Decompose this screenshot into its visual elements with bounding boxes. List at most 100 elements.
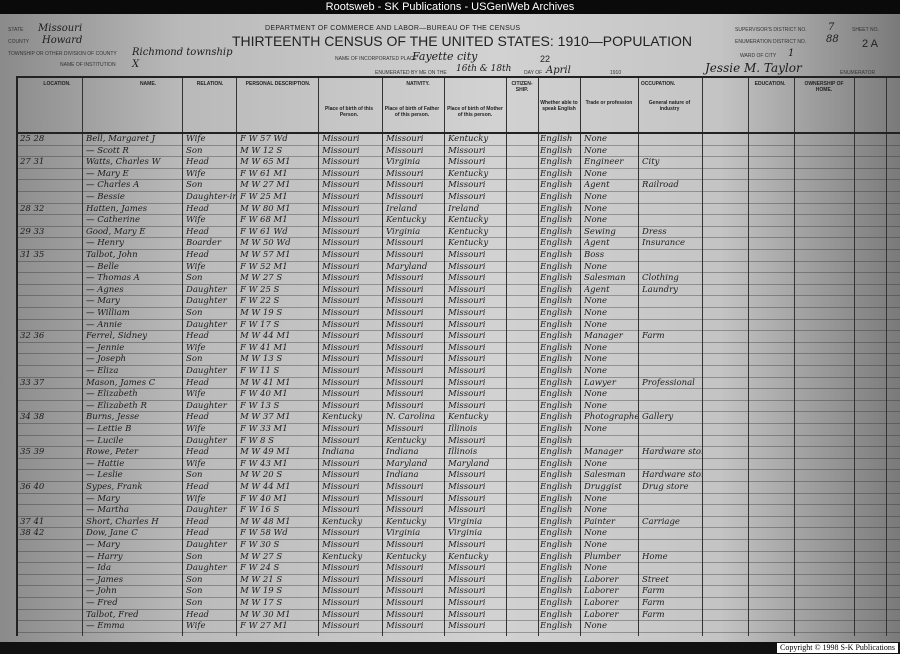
language: English xyxy=(540,308,573,318)
personal-description: M W 12 S xyxy=(240,145,283,156)
person-name: Dow, Jane C xyxy=(86,528,138,539)
relation: Son xyxy=(186,470,203,481)
industry: Gallery xyxy=(642,412,674,423)
birthplace-father: Missouri xyxy=(386,377,424,388)
header-nativity-mother: Place of birth of Mother of this person. xyxy=(447,106,503,118)
birthplace-person: Missouri xyxy=(322,331,360,342)
birthplace-mother: Missouri xyxy=(448,308,486,318)
occupation: None xyxy=(584,308,608,318)
birthplace-father: Indiana xyxy=(386,470,419,481)
column-divider xyxy=(444,78,445,636)
enumerated-days: 16th & 18th xyxy=(456,64,512,74)
table-row: 25 28 Bell, Margaret J Wife F W 57 Wd Missou… xyxy=(18,134,900,146)
industry xyxy=(642,250,702,262)
language: English xyxy=(540,424,573,434)
relation: Wife xyxy=(186,389,206,400)
language: English xyxy=(540,563,573,574)
personal-description: F W 40 M1 xyxy=(240,493,288,504)
relation: Wife xyxy=(186,493,206,504)
language: English xyxy=(540,528,573,539)
occupation: None xyxy=(584,563,608,574)
occupation: Agent xyxy=(584,238,610,249)
birthplace-person: Kentucky xyxy=(322,516,363,527)
window-title: Rootsweb - SK Publications - USGenWeb Ar… xyxy=(0,0,900,14)
birthplace-mother: Missouri xyxy=(448,319,486,330)
header-personal: PERSONAL DESCRIPTION. xyxy=(245,81,311,87)
language: English xyxy=(540,319,573,330)
relation: Son xyxy=(186,145,203,156)
relation: Head xyxy=(186,226,209,237)
relation: Wife xyxy=(186,168,206,179)
person-name: — Mary xyxy=(86,540,120,550)
dwelling-number xyxy=(20,552,70,564)
industry xyxy=(642,354,702,366)
relation: Wife xyxy=(186,261,206,272)
personal-description: F W 61 Wd xyxy=(240,226,288,237)
personal-description: F W 52 M1 xyxy=(240,261,288,272)
industry xyxy=(642,192,702,204)
dwelling-number xyxy=(20,401,70,413)
relation: Head xyxy=(186,609,209,620)
personal-description: F W 13 S xyxy=(240,400,280,411)
birthplace-mother: Kentucky xyxy=(448,238,489,249)
year-value: 1910 xyxy=(610,70,622,76)
table-row: 32 36 Ferrel, Sidney Head M W 44 M1 Missouri… xyxy=(18,331,900,343)
relation: Head xyxy=(186,516,209,527)
industry xyxy=(642,169,702,181)
birthplace-mother: Missouri xyxy=(448,609,486,620)
birthplace-person: Missouri xyxy=(322,424,360,434)
personal-description: F W 43 M1 xyxy=(240,458,288,469)
industry: Insurance xyxy=(642,238,686,249)
birthplace-mother: Missouri xyxy=(448,342,486,353)
occupation: None xyxy=(584,203,608,214)
industry xyxy=(642,494,702,506)
dwelling-number: 27 31 xyxy=(20,157,45,168)
relation: Son xyxy=(186,551,203,562)
birthplace-mother: Missouri xyxy=(448,145,486,156)
birthplace-person: Missouri xyxy=(322,250,360,260)
dwelling-number: 31 35 xyxy=(20,250,45,260)
birthplace-father: Missouri xyxy=(386,424,424,434)
column-divider xyxy=(748,78,749,636)
birthplace-father: Missouri xyxy=(386,180,424,191)
personal-description: M W 80 M1 xyxy=(240,203,291,214)
birthplace-mother: Virginia xyxy=(448,516,483,527)
header-nativity-person: Place of birth of this Person. xyxy=(324,106,374,118)
copyright-notice: Copyright © 1998 S-K Publications xyxy=(777,643,898,653)
dwelling-number xyxy=(20,285,70,297)
occupation: Laborer xyxy=(584,598,619,608)
occupation: Laborer xyxy=(584,609,619,620)
relation: Son xyxy=(186,180,203,191)
industry: Clothing xyxy=(642,273,679,284)
person-name: — John xyxy=(86,586,117,597)
personal-description: M W 27 S xyxy=(240,551,283,562)
birthplace-person: Missouri xyxy=(322,319,360,330)
person-name: — Hattie xyxy=(86,458,125,469)
ward-value: 1 xyxy=(788,48,795,59)
birthplace-person: Missouri xyxy=(322,296,360,307)
occupation: None xyxy=(584,366,608,376)
table-row: 34 38 Burns, Jesse Head M W 37 M1 Kentucky N.… xyxy=(18,412,900,424)
column-divider xyxy=(182,78,183,636)
occupation: None xyxy=(584,342,608,353)
relation: Wife xyxy=(186,134,206,144)
personal-description: F W 68 M1 xyxy=(240,215,288,226)
column-divider xyxy=(794,78,795,636)
table-row: — Martha Daughter F W 16 S Missouri Missouri… xyxy=(18,505,900,517)
birthplace-person: Missouri xyxy=(322,168,360,179)
personal-description: M W 37 M1 xyxy=(240,412,291,423)
table-row: — Charles A Son M W 27 M1 Missouri Missouri M… xyxy=(18,180,900,192)
column-divider xyxy=(506,78,507,636)
personal-description: M W 20 S xyxy=(240,470,283,481)
person-name: — Henry xyxy=(86,238,124,249)
personal-description: F W 41 M1 xyxy=(240,342,288,353)
birthplace-mother: Missouri xyxy=(448,296,486,307)
birthplace-father: Missouri xyxy=(386,540,424,550)
language: English xyxy=(540,505,573,516)
birthplace-father: Missouri xyxy=(386,250,424,260)
language: English xyxy=(540,261,573,272)
table-row: — Mary Daughter F W 30 S Missouri Missouri Mi… xyxy=(18,540,900,552)
occupation: None xyxy=(584,319,608,330)
birthplace-mother: Missouri xyxy=(448,389,486,400)
occupation: Engineer xyxy=(584,157,624,168)
